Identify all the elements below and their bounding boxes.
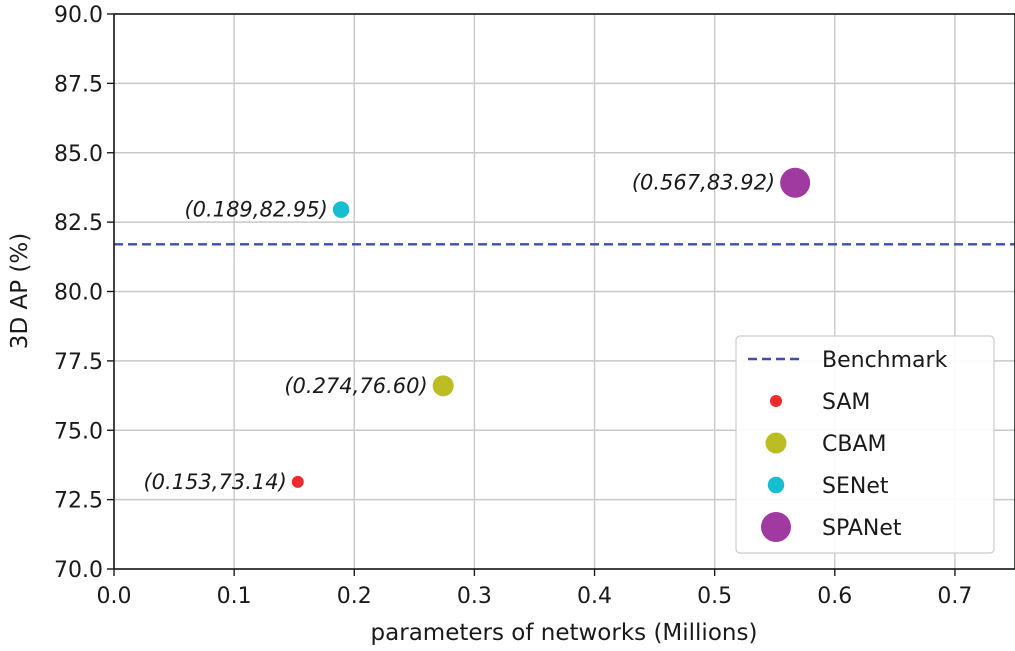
- x-tick-label: 0.0: [97, 584, 132, 609]
- points-layer: (0.153,73.14) (0.274,76.60) (0.189,82.95) (…: [143, 167, 811, 494]
- legend-box: [735, 335, 995, 554]
- legend-marker-senet: [767, 476, 785, 494]
- y-tick-label: 90.0: [54, 3, 103, 28]
- y-tick-label: 80.0: [54, 281, 103, 306]
- legend-label-benchmark: Benchmark: [822, 348, 948, 373]
- y-tick-label: 87.5: [54, 72, 103, 97]
- x-tick-label: 0.6: [817, 584, 852, 609]
- legend-label-cbam: CBAM: [822, 432, 887, 457]
- point-cbam: [432, 375, 454, 397]
- legend-marker-cbam: [765, 432, 787, 454]
- x-axis-label: parameters of networks (Millions): [371, 620, 758, 646]
- point-label-cbam: (0.274,76.60): [284, 374, 427, 398]
- legend-label-spanet: SPANet: [822, 516, 902, 541]
- y-axis-label: 3D AP (%): [7, 233, 33, 349]
- x-tick-label: 0.3: [457, 584, 492, 609]
- point-sam: [291, 475, 304, 488]
- point-senet: [332, 201, 350, 218]
- x-tick-label: 0.1: [217, 584, 252, 609]
- ticks-layer: 0.0 0.1 0.2 0.3 0.4 0.5 0.6 0.7 70.0 72.5 75.0 77.5…: [54, 3, 972, 609]
- y-tick-label: 82.5: [54, 211, 103, 236]
- x-tick-label: 0.7: [937, 584, 972, 609]
- point-label-spanet: (0.567,83.92): [632, 171, 775, 195]
- x-tick-label: 0.4: [577, 584, 612, 609]
- point-label-sam: (0.153,73.14): [143, 470, 286, 494]
- y-tick-label: 77.5: [54, 350, 103, 375]
- legend-marker-spanet: [761, 512, 791, 542]
- y-tick-label: 85.0: [54, 142, 103, 167]
- legend-label-sam: SAM: [822, 390, 870, 415]
- point-spanet: [780, 167, 811, 198]
- x-tick-label: 0.2: [337, 584, 372, 609]
- x-tick-label: 0.5: [697, 584, 732, 609]
- y-tick-label: 70.0: [54, 558, 103, 583]
- y-tick-label: 72.5: [54, 489, 103, 514]
- legend: Benchmark SAM CBAM SENet SPANet: [735, 335, 995, 554]
- y-tick-label: 75.0: [54, 419, 103, 444]
- legend-label-senet: SENet: [822, 474, 889, 499]
- point-label-senet: (0.189,82.95): [184, 198, 327, 222]
- legend-marker-sam: [770, 395, 782, 407]
